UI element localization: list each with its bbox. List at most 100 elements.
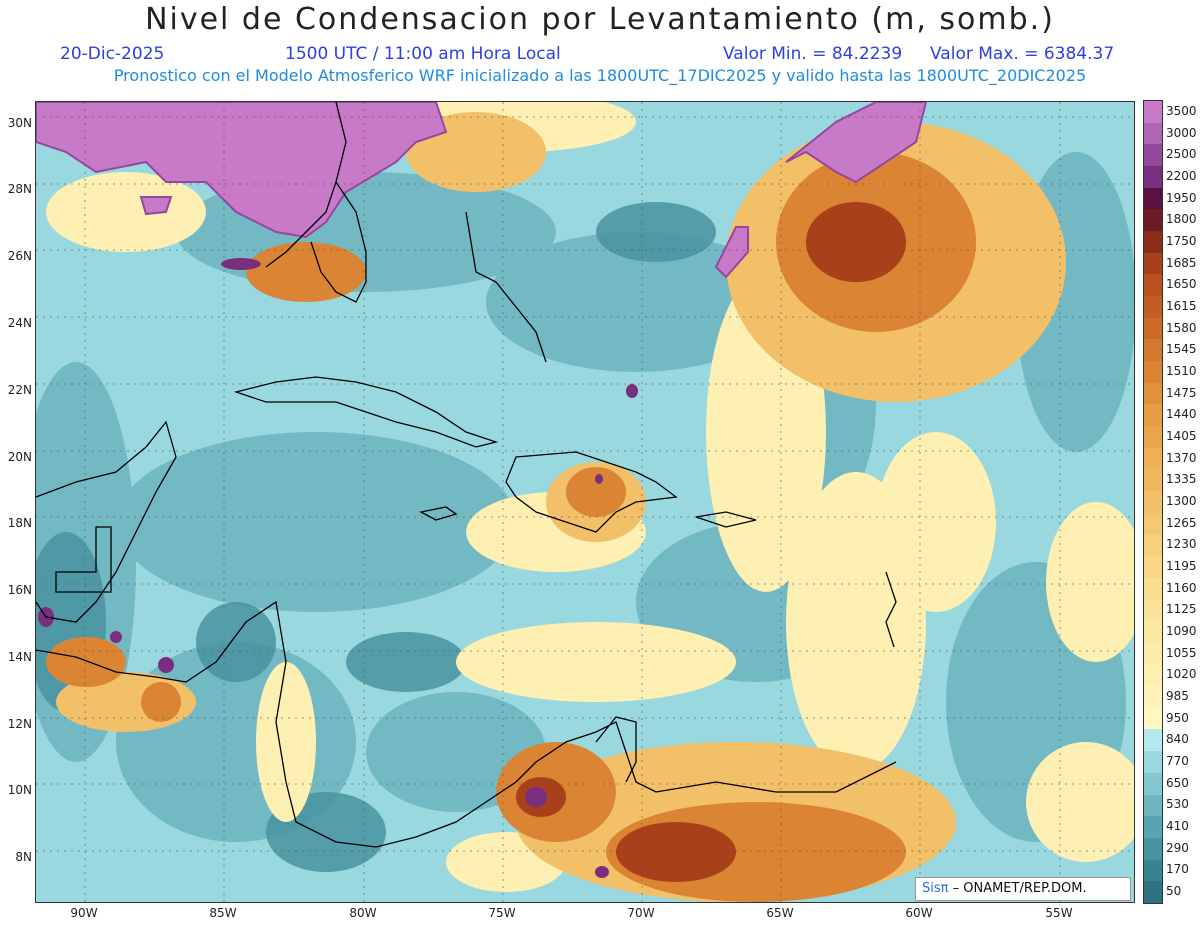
colorbar-swatch	[1144, 707, 1162, 730]
model-description: Pronostico con el Modelo Atmosferico WRF…	[113, 66, 1087, 85]
colorbar-swatch	[1144, 447, 1162, 470]
colorbar-swatch	[1144, 816, 1162, 838]
colorbar-label: 1230	[1166, 537, 1197, 552]
colorbar-label: 1650	[1166, 277, 1197, 292]
colorbar-swatch	[1144, 361, 1162, 383]
colorbar-swatch	[1144, 122, 1162, 145]
colorbar-label: 650	[1166, 775, 1189, 790]
lon-label: 75W	[488, 906, 516, 920]
colorbar-swatch	[1144, 512, 1162, 535]
colorbar-label: 3000	[1166, 125, 1197, 140]
colorbar-label: 1950	[1166, 190, 1197, 205]
colorbar-label: 1545	[1166, 342, 1197, 357]
sispi-logo-text: Sisπ	[922, 881, 949, 896]
lat-label: 10N	[7, 783, 32, 797]
min-value: Valor Min. = 84.2239	[723, 44, 903, 64]
colorbar-swatch	[1144, 772, 1162, 795]
colorbar-label: 2500	[1166, 147, 1197, 162]
onamet-logo: Sisπ – ONAMET/REP.DOM.	[915, 877, 1131, 901]
colorbar-swatch	[1144, 794, 1162, 817]
lat-label: 22N	[7, 383, 32, 397]
max-value: Valor Max. = 6384.37	[930, 44, 1115, 64]
lat-label: 16N	[7, 583, 32, 597]
lon-label: 80W	[349, 906, 377, 920]
colorbar-label: 1510	[1166, 363, 1197, 378]
colorbar-label: 1580	[1166, 320, 1197, 335]
colorbar-label: 1405	[1166, 428, 1197, 443]
colorbar-label: 1125	[1166, 602, 1197, 617]
colorbar-label: 1800	[1166, 212, 1197, 227]
colorbar-label: 1370	[1166, 450, 1197, 465]
lon-label: 55W	[1045, 906, 1073, 920]
colorbar-swatch	[1144, 339, 1162, 362]
lon-label: 70W	[627, 906, 655, 920]
colorbar-swatch	[1144, 274, 1162, 297]
colorbar-swatch	[1144, 729, 1162, 752]
lat-label: 28N	[7, 182, 32, 196]
map-panel	[35, 101, 1135, 903]
colorbar-label: 1475	[1166, 385, 1197, 400]
lat-label: 30N	[7, 116, 32, 130]
colorbar	[1143, 100, 1163, 904]
colorbar-swatch	[1144, 209, 1162, 232]
colorbar-swatch	[1144, 534, 1162, 557]
colorbar-swatch	[1144, 231, 1162, 253]
colorbar-label: 50	[1166, 884, 1182, 899]
colorbar-swatch	[1144, 252, 1162, 275]
colorbar-swatch	[1144, 317, 1162, 340]
forecast-time: 1500 UTC / 11:00 am Hora Local	[285, 44, 561, 64]
colorbar-swatch	[1144, 751, 1162, 773]
lon-label: 85W	[209, 906, 237, 920]
colorbar-label: 1055	[1166, 645, 1197, 660]
lat-label: 24N	[7, 316, 32, 330]
colorbar-label: 530	[1166, 797, 1189, 812]
colorbar-label: 1265	[1166, 515, 1197, 530]
onamet-credit: – ONAMET/REP.DOM.	[952, 881, 1087, 896]
colorbar-swatch	[1144, 382, 1162, 405]
colorbar-label: 1615	[1166, 298, 1197, 313]
colorbar-label: 1750	[1166, 233, 1197, 248]
colorbar-swatch	[1144, 166, 1162, 188]
colorbar-swatch	[1144, 859, 1162, 882]
colorbar-swatch	[1144, 101, 1162, 123]
lat-label: 8N	[15, 850, 32, 864]
colorbar-label: 290	[1166, 840, 1189, 855]
colorbar-swatch	[1144, 621, 1162, 643]
colorbar-swatch	[1144, 426, 1162, 448]
lon-label: 60W	[905, 906, 933, 920]
colorbar-label: 1335	[1166, 472, 1197, 487]
chart-title: Nivel de Condensacion por Levantamiento …	[145, 2, 1055, 37]
colorbar-label: 770	[1166, 754, 1189, 769]
colorbar-label: 840	[1166, 732, 1189, 747]
colorbar-label: 410	[1166, 819, 1189, 834]
colorbar-label: 950	[1166, 710, 1189, 725]
lat-label: 18N	[7, 516, 32, 530]
colorbar-label: 985	[1166, 689, 1189, 704]
colorbar-swatch	[1144, 664, 1162, 687]
colorbar-swatch	[1144, 144, 1162, 167]
forecast-date: 20-Dic-2025	[60, 44, 165, 64]
colorbar-label: 2200	[1166, 168, 1197, 183]
colorbar-label: 1160	[1166, 580, 1197, 595]
colorbar-swatch	[1144, 837, 1162, 860]
colorbar-label: 1300	[1166, 494, 1197, 508]
lat-label: 12N	[7, 717, 32, 731]
colorbar-label: 170	[1166, 862, 1189, 877]
colorbar-swatch	[1144, 491, 1162, 513]
colorbar-label: 1020	[1166, 667, 1197, 682]
colorbar-label: 3500	[1166, 103, 1197, 118]
lat-label: 26N	[7, 249, 32, 263]
colorbar-label: 1440	[1166, 407, 1197, 422]
colorbar-swatch	[1144, 556, 1162, 578]
lat-label: 14N	[7, 650, 32, 664]
colorbar-swatch	[1144, 599, 1162, 622]
lon-label: 65W	[766, 906, 794, 920]
colorbar-swatch	[1144, 187, 1162, 210]
colorbar-swatch	[1144, 404, 1162, 427]
colorbar-swatch	[1144, 577, 1162, 600]
colorbar-swatch	[1144, 881, 1162, 903]
colorbar-swatch	[1144, 469, 1162, 492]
field-map	[36, 102, 1134, 902]
colorbar-swatch	[1144, 296, 1162, 318]
lat-label: 20N	[7, 450, 32, 464]
